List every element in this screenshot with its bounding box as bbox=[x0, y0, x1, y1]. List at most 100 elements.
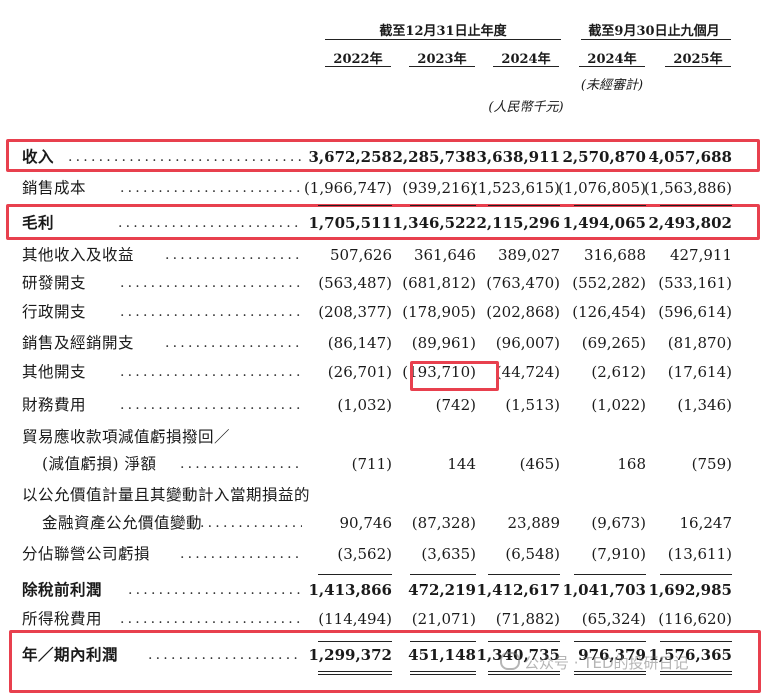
leader-dots: ........................................… bbox=[120, 180, 302, 196]
cell-col-1: (3,562) bbox=[337, 545, 392, 563]
cell-col-2: 472,219 bbox=[408, 581, 476, 599]
cell-col-4: (69,265) bbox=[581, 334, 646, 352]
cell-col-3: 389,027 bbox=[497, 246, 560, 264]
highlight-box-gross-profit bbox=[6, 204, 760, 240]
row-label: 銷售及經銷開支 bbox=[22, 334, 135, 352]
header-year-2022: 2022年 bbox=[333, 52, 383, 67]
table-row-profit-before-tax: 除稅前利潤...................................… bbox=[0, 578, 766, 602]
cell-col-2: (89,961) bbox=[411, 334, 476, 352]
total-rule bbox=[660, 205, 732, 206]
cell-col-5: (596,614) bbox=[658, 303, 732, 321]
cell-col-1: 1,705,511 bbox=[308, 214, 392, 232]
table-row-impairment-reversal-line1: 貿易應收款項減值虧損撥回／ bbox=[0, 425, 766, 449]
cell-col-2: (178,905) bbox=[402, 303, 476, 321]
total-rule bbox=[574, 641, 646, 642]
total-rule bbox=[574, 674, 646, 675]
row-label: 年／期內利潤 bbox=[22, 645, 119, 664]
cell-col-5: (533,161) bbox=[658, 274, 732, 292]
total-rule bbox=[318, 674, 392, 675]
cell-col-2: (193,710) bbox=[402, 363, 476, 381]
table-row-share-of-associates-loss: 分佔聯營公司虧損................................… bbox=[0, 542, 766, 566]
total-rule bbox=[660, 574, 732, 575]
cell-col-5: (81,870) bbox=[667, 334, 732, 352]
header-group-nine-months: 截至9月30日止九個月 bbox=[588, 24, 720, 39]
table-row-admin-expenses: 行政開支....................................… bbox=[0, 300, 766, 324]
leader-dots: ........................................… bbox=[120, 397, 302, 413]
row-label: 行政開支 bbox=[22, 303, 87, 321]
cell-col-2: (87,328) bbox=[411, 514, 476, 532]
header-year-2024: 2024年 bbox=[501, 52, 551, 67]
cell-col-1: 507,626 bbox=[329, 246, 392, 264]
year-rule-4 bbox=[579, 66, 645, 67]
cell-col-3: 23,889 bbox=[507, 514, 561, 532]
cell-col-2: 451,148 bbox=[408, 646, 476, 664]
year-rule-5 bbox=[665, 66, 731, 67]
cell-col-1: (86,147) bbox=[327, 334, 392, 352]
cell-col-3: (465) bbox=[519, 455, 560, 473]
total-rule bbox=[660, 671, 732, 672]
cell-col-3: 3,638,911 bbox=[476, 148, 560, 166]
cell-col-3: (1,523,615) bbox=[471, 179, 560, 197]
cell-col-4: 1,494,065 bbox=[562, 214, 646, 232]
watermark: 公众号 · TED的投研日记 bbox=[500, 652, 689, 673]
cell-col-5: (13,611) bbox=[667, 545, 732, 563]
total-rule bbox=[318, 205, 392, 206]
row-label: 除稅前利潤 bbox=[22, 580, 103, 599]
leader-dots: ........................................… bbox=[120, 611, 302, 627]
cell-col-2: (939,216) bbox=[402, 179, 476, 197]
cell-col-4: 1,041,703 bbox=[562, 581, 646, 599]
cell-col-1: (711) bbox=[351, 455, 392, 473]
cell-col-4: 976,379 bbox=[578, 646, 646, 664]
cell-col-2: 2,285,738 bbox=[392, 148, 476, 166]
cell-col-5: 4,057,688 bbox=[648, 148, 732, 166]
cell-col-4: 168 bbox=[617, 455, 646, 473]
header-year-2024-9m: 2024年 bbox=[587, 52, 637, 67]
table-row-fvtpl-line1: 以公允價值計量且其變動計入當期損益的 bbox=[0, 483, 766, 507]
cell-col-4: (552,282) bbox=[572, 274, 646, 292]
cell-col-5: (116,620) bbox=[658, 610, 732, 628]
cell-col-5: 2,493,802 bbox=[648, 214, 732, 232]
cell-col-2: (742) bbox=[435, 396, 476, 414]
table-row-impairment-net: (減值虧損) 淨額...............................… bbox=[0, 452, 766, 476]
total-rule bbox=[574, 671, 646, 672]
cell-col-1: (1,032) bbox=[337, 396, 392, 414]
total-rule bbox=[488, 641, 560, 642]
leader-dots: ........................................… bbox=[120, 304, 302, 320]
leader-dots: ........................................… bbox=[180, 546, 302, 562]
cell-col-4: (2,612) bbox=[591, 363, 646, 381]
total-rule bbox=[574, 574, 646, 575]
table-row-other-expenses: 其他開支....................................… bbox=[0, 360, 766, 384]
unaudited-note: (未經審計) bbox=[580, 78, 644, 93]
total-rule bbox=[410, 574, 476, 575]
unit-note: (人民幣千元) bbox=[488, 100, 564, 115]
cell-col-4: (65,324) bbox=[581, 610, 646, 628]
cell-col-5: 16,247 bbox=[679, 514, 733, 532]
leader-dots: ........................................… bbox=[68, 149, 302, 165]
cell-col-2: 144 bbox=[447, 455, 476, 473]
highlight-box-other-expenses-2023 bbox=[410, 361, 499, 391]
cell-col-4: (1,076,805) bbox=[557, 179, 646, 197]
leader-dots: ........................................… bbox=[120, 364, 302, 380]
row-label: 金融資產公允價值變動 bbox=[42, 514, 203, 532]
row-label: 銷售成本 bbox=[22, 179, 87, 197]
header-group-annual-rule bbox=[325, 39, 561, 40]
table-row-fvtpl-change: 金融資產公允價值變動..............................… bbox=[0, 511, 766, 535]
wechat-icon bbox=[500, 652, 520, 670]
total-rule bbox=[318, 671, 392, 672]
cell-col-1: (26,701) bbox=[327, 363, 392, 381]
year-rule-3 bbox=[493, 66, 559, 67]
table-row-other-income: 其他收入及收益.................................… bbox=[0, 243, 766, 267]
leader-dots: ........................................… bbox=[200, 515, 302, 531]
total-rule bbox=[410, 641, 476, 642]
highlight-box-revenue bbox=[6, 139, 760, 172]
cell-col-1: 3,672,258 bbox=[308, 148, 392, 166]
cell-col-4: (7,910) bbox=[591, 545, 646, 563]
cell-col-3: (1,513) bbox=[505, 396, 560, 414]
row-label: 研發開支 bbox=[22, 274, 87, 292]
cell-col-4: 2,570,870 bbox=[562, 148, 646, 166]
year-rule-1 bbox=[325, 66, 391, 67]
row-label: 貿易應收款項減值虧損撥回／ bbox=[22, 428, 231, 446]
cell-col-1: (114,494) bbox=[318, 610, 392, 628]
header-group-nine-months-rule bbox=[581, 39, 731, 40]
row-label: 其他收入及收益 bbox=[22, 246, 135, 264]
